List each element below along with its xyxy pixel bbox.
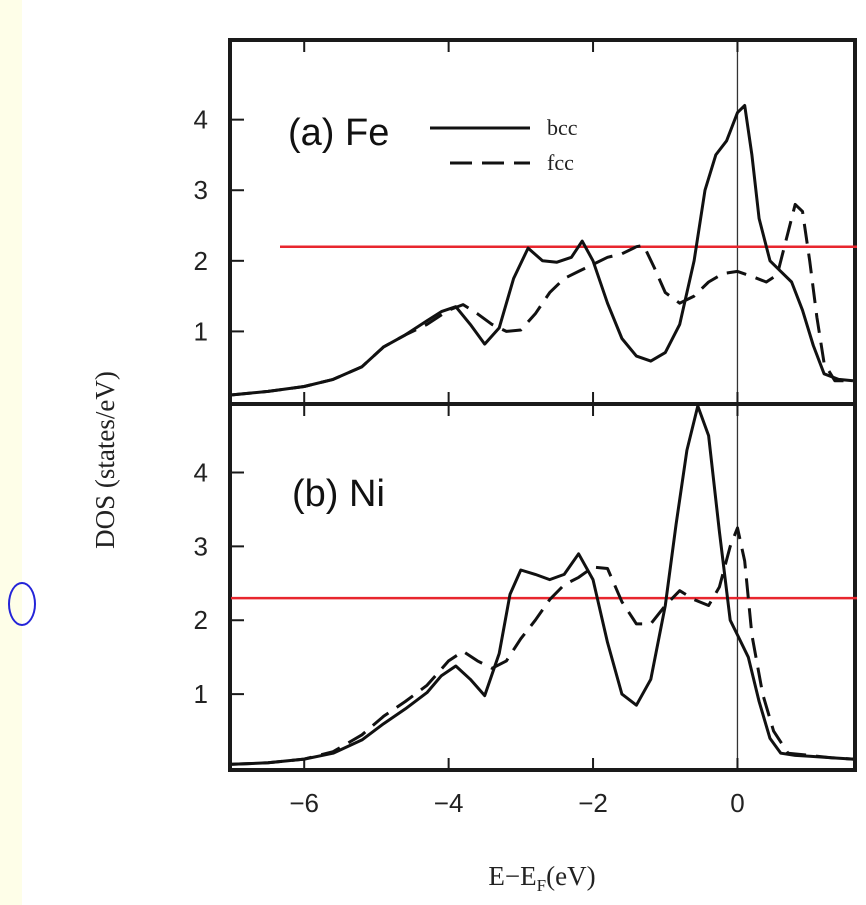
- x-axis-title-unit: (eV): [546, 861, 595, 891]
- x-axis-title-main: E−E: [488, 861, 536, 891]
- panel-b-y-tick-label: 3: [194, 531, 208, 561]
- panel-a-y-tick-label: 2: [194, 246, 208, 276]
- panel-a-series-fcc: [231, 202, 853, 397]
- panel-b-series-bcc: [231, 404, 854, 766]
- x-tick-label: −6: [289, 788, 319, 818]
- x-axis-title-sub: F: [537, 876, 546, 895]
- panel-a-y-tick-label: 1: [194, 316, 208, 346]
- plot-layer: 1 2 3 4 1 2 3 4 −6 −4 −2 0: [194, 40, 857, 818]
- panel-b-y-tick-label: 2: [194, 605, 208, 635]
- panel-b-series-fcc: [231, 526, 854, 766]
- legend-bcc-label: bcc: [547, 115, 578, 140]
- figure-page: 1 2 3 4 1 2 3 4 −6 −4 −2 0 (a) Fe (b) Ni bcc fcc DO…: [8, 0, 866, 905]
- legend-fcc-label: fcc: [547, 150, 574, 175]
- panel-b-y-tick-label: 1: [194, 679, 208, 709]
- panel-a-series-bcc: [231, 104, 854, 397]
- x-tick-label: −4: [434, 788, 464, 818]
- panel-b-label: (b) Ni: [292, 473, 385, 515]
- dos-chart: 1 2 3 4 1 2 3 4 −6 −4 −2 0 (a) Fe (b) Ni bcc fcc DO…: [90, 38, 857, 895]
- panel-b-y-tick-label: 4: [194, 457, 208, 487]
- x-tick-label: 0: [730, 788, 744, 818]
- panel-a-y-tick-label: 4: [194, 105, 208, 135]
- panel-a-y-tick-label: 3: [194, 175, 208, 205]
- partial-circle-mark: [8, 582, 36, 626]
- legend: bcc fcc: [430, 115, 578, 175]
- panel-b-frame: [228, 402, 857, 772]
- x-tick-label: −2: [578, 788, 608, 818]
- y-axis-title: DOS (states/eV): [90, 371, 120, 549]
- x-axis-title: E−EF(eV): [488, 861, 595, 895]
- panel-a-label: (a) Fe: [288, 112, 389, 154]
